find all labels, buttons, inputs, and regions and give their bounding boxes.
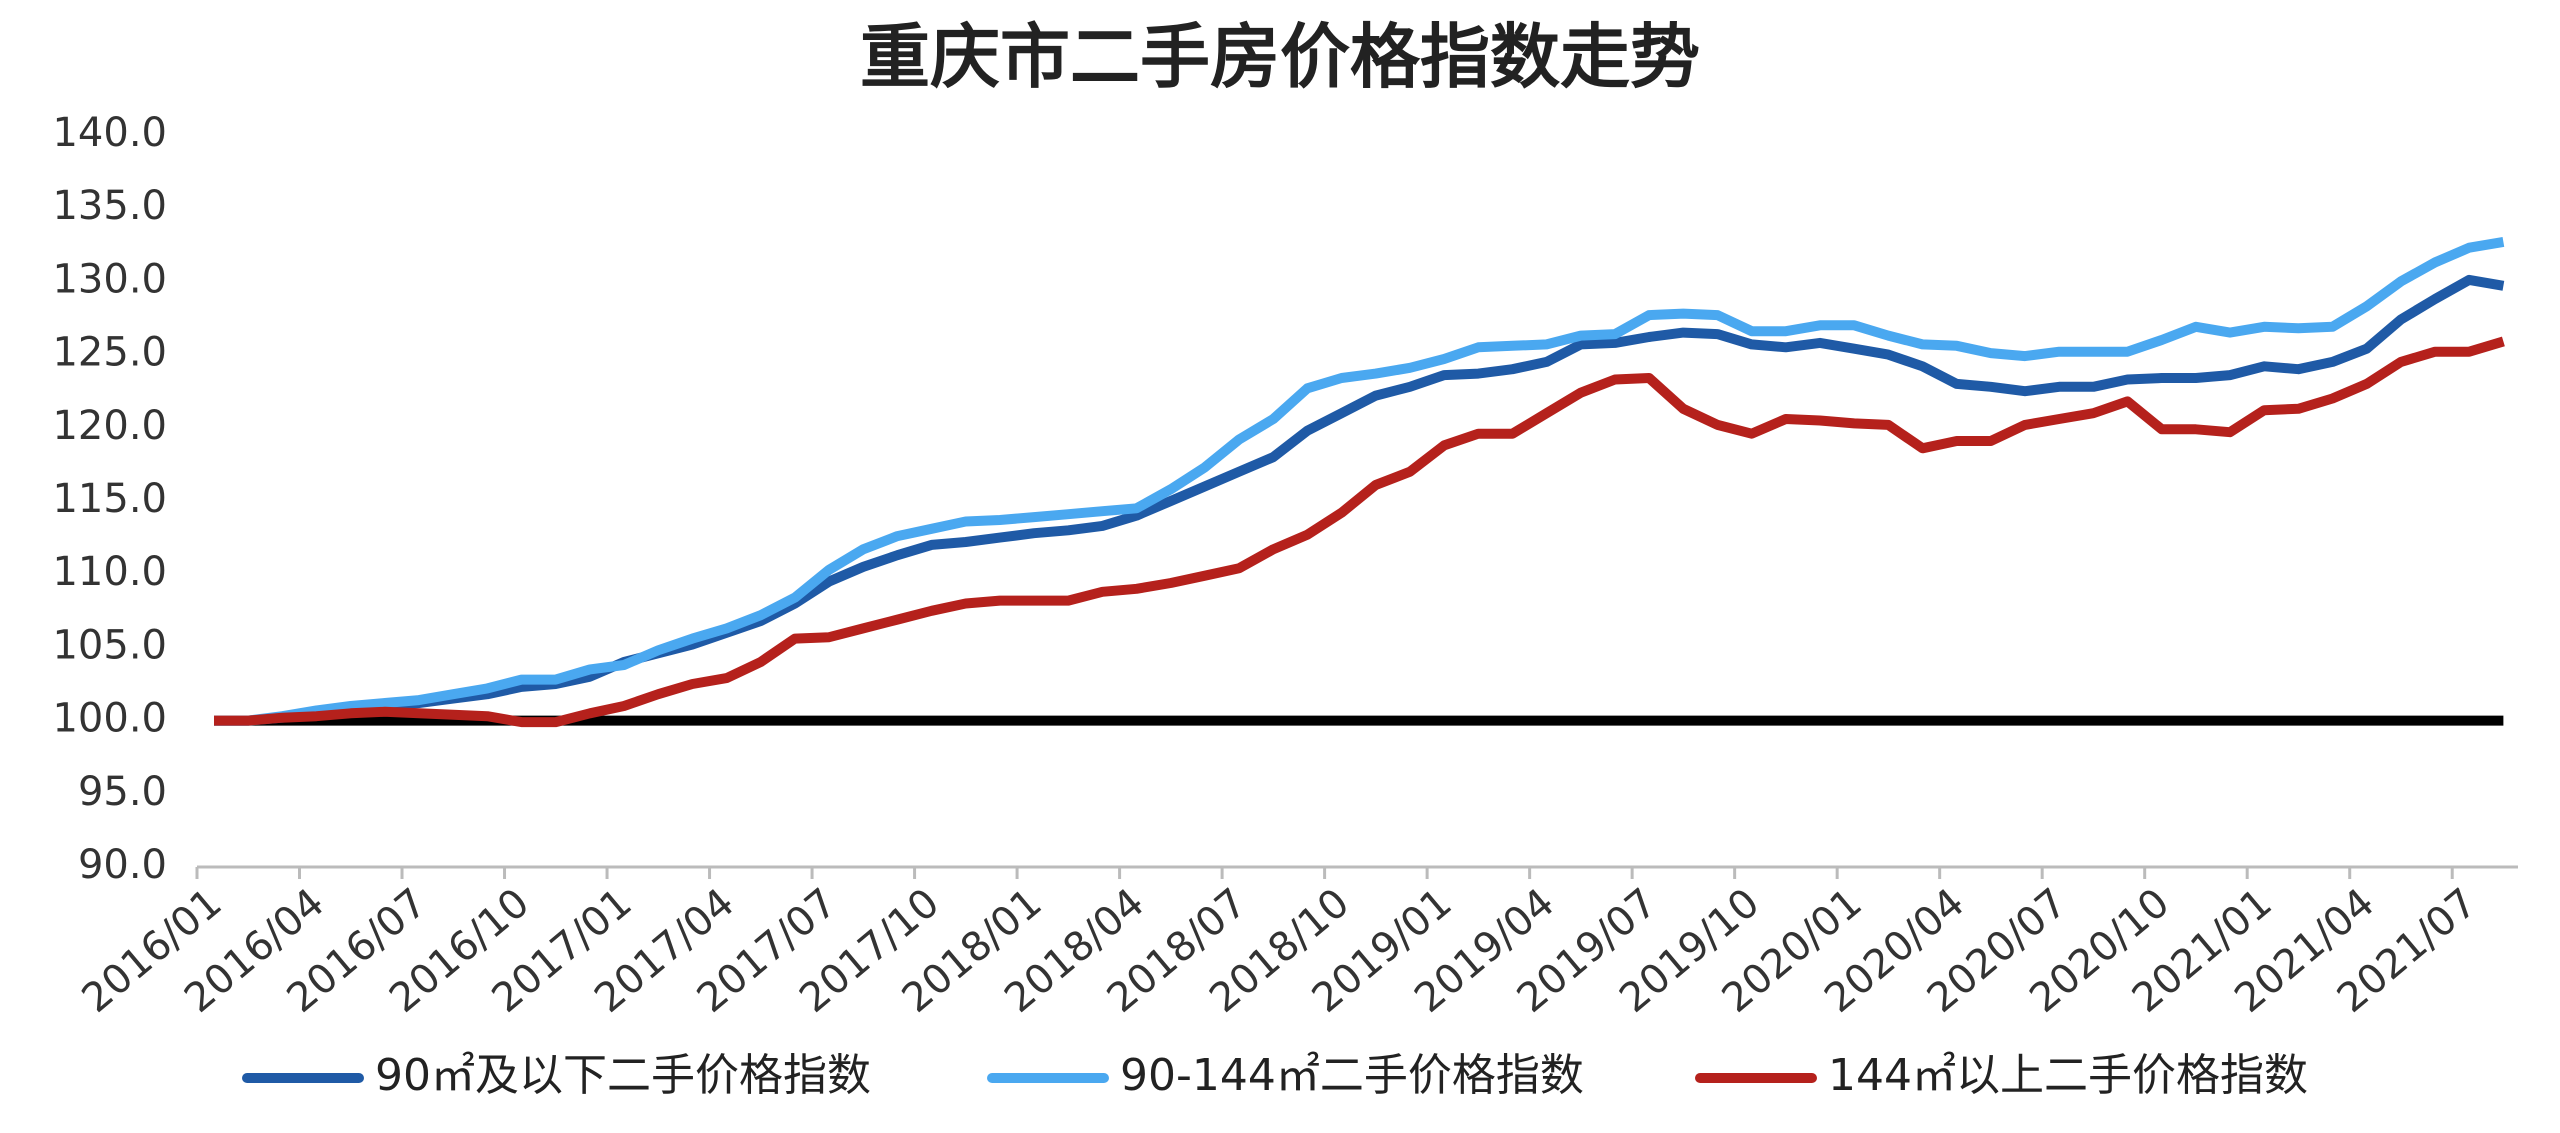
series-line	[214, 236, 2505, 726]
chart-title: 重庆市二手房价格指数走势	[860, 16, 1700, 98]
y-tick-label: 130.0	[52, 256, 167, 302]
y-tick-label: 100.0	[52, 696, 167, 742]
series-line	[214, 274, 2505, 726]
y-tick-label: 115.0	[52, 476, 167, 522]
legend-label: 90㎡及以下二手价格指数	[375, 1050, 871, 1101]
series-line	[214, 336, 2505, 728]
legend-label: 90-144㎡二手价格指数	[1120, 1050, 1584, 1101]
y-tick-label: 135.0	[52, 183, 167, 229]
y-tick-label: 140.0	[52, 110, 167, 156]
legend-label: 144㎡以上二手价格指数	[1828, 1050, 2308, 1101]
y-tick-label: 95.0	[78, 769, 167, 815]
y-tick-label: 125.0	[52, 330, 167, 376]
y-tick-label: 120.0	[52, 403, 167, 449]
y-tick-label: 105.0	[52, 622, 167, 668]
y-tick-label: 110.0	[52, 549, 167, 595]
y-tick-label: 90.0	[78, 842, 167, 888]
